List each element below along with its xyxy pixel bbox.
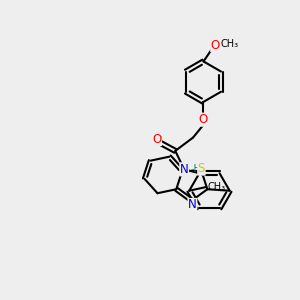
Text: N: N bbox=[180, 163, 189, 176]
Text: N: N bbox=[188, 199, 197, 212]
Text: CH₃: CH₃ bbox=[221, 40, 239, 50]
Text: -H: -H bbox=[191, 164, 202, 174]
Text: O: O bbox=[211, 39, 220, 52]
Text: CH₃: CH₃ bbox=[207, 182, 225, 192]
Text: O: O bbox=[199, 113, 208, 126]
Text: S: S bbox=[198, 162, 205, 175]
Text: O: O bbox=[152, 133, 161, 146]
